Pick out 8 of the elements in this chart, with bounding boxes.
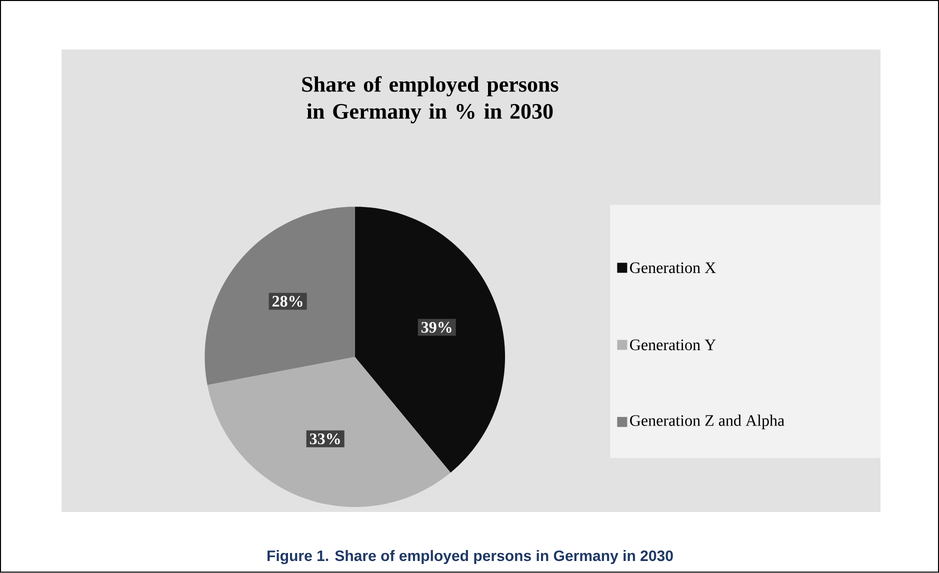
data-label: 39% [421,322,452,333]
legend-label: Generation Y [630,340,716,350]
data-label: 33% [310,434,340,444]
chart-title: Share of employed persons in Germany in % in 2030 [302,76,558,124]
caption: Figure 1. Share of employed persons in Germany in 2030 [268,550,673,564]
data-label: 28% [272,296,302,307]
legend-label: Generation Z and Alpha [630,414,784,430]
legend-label: Generation X [630,262,716,274]
